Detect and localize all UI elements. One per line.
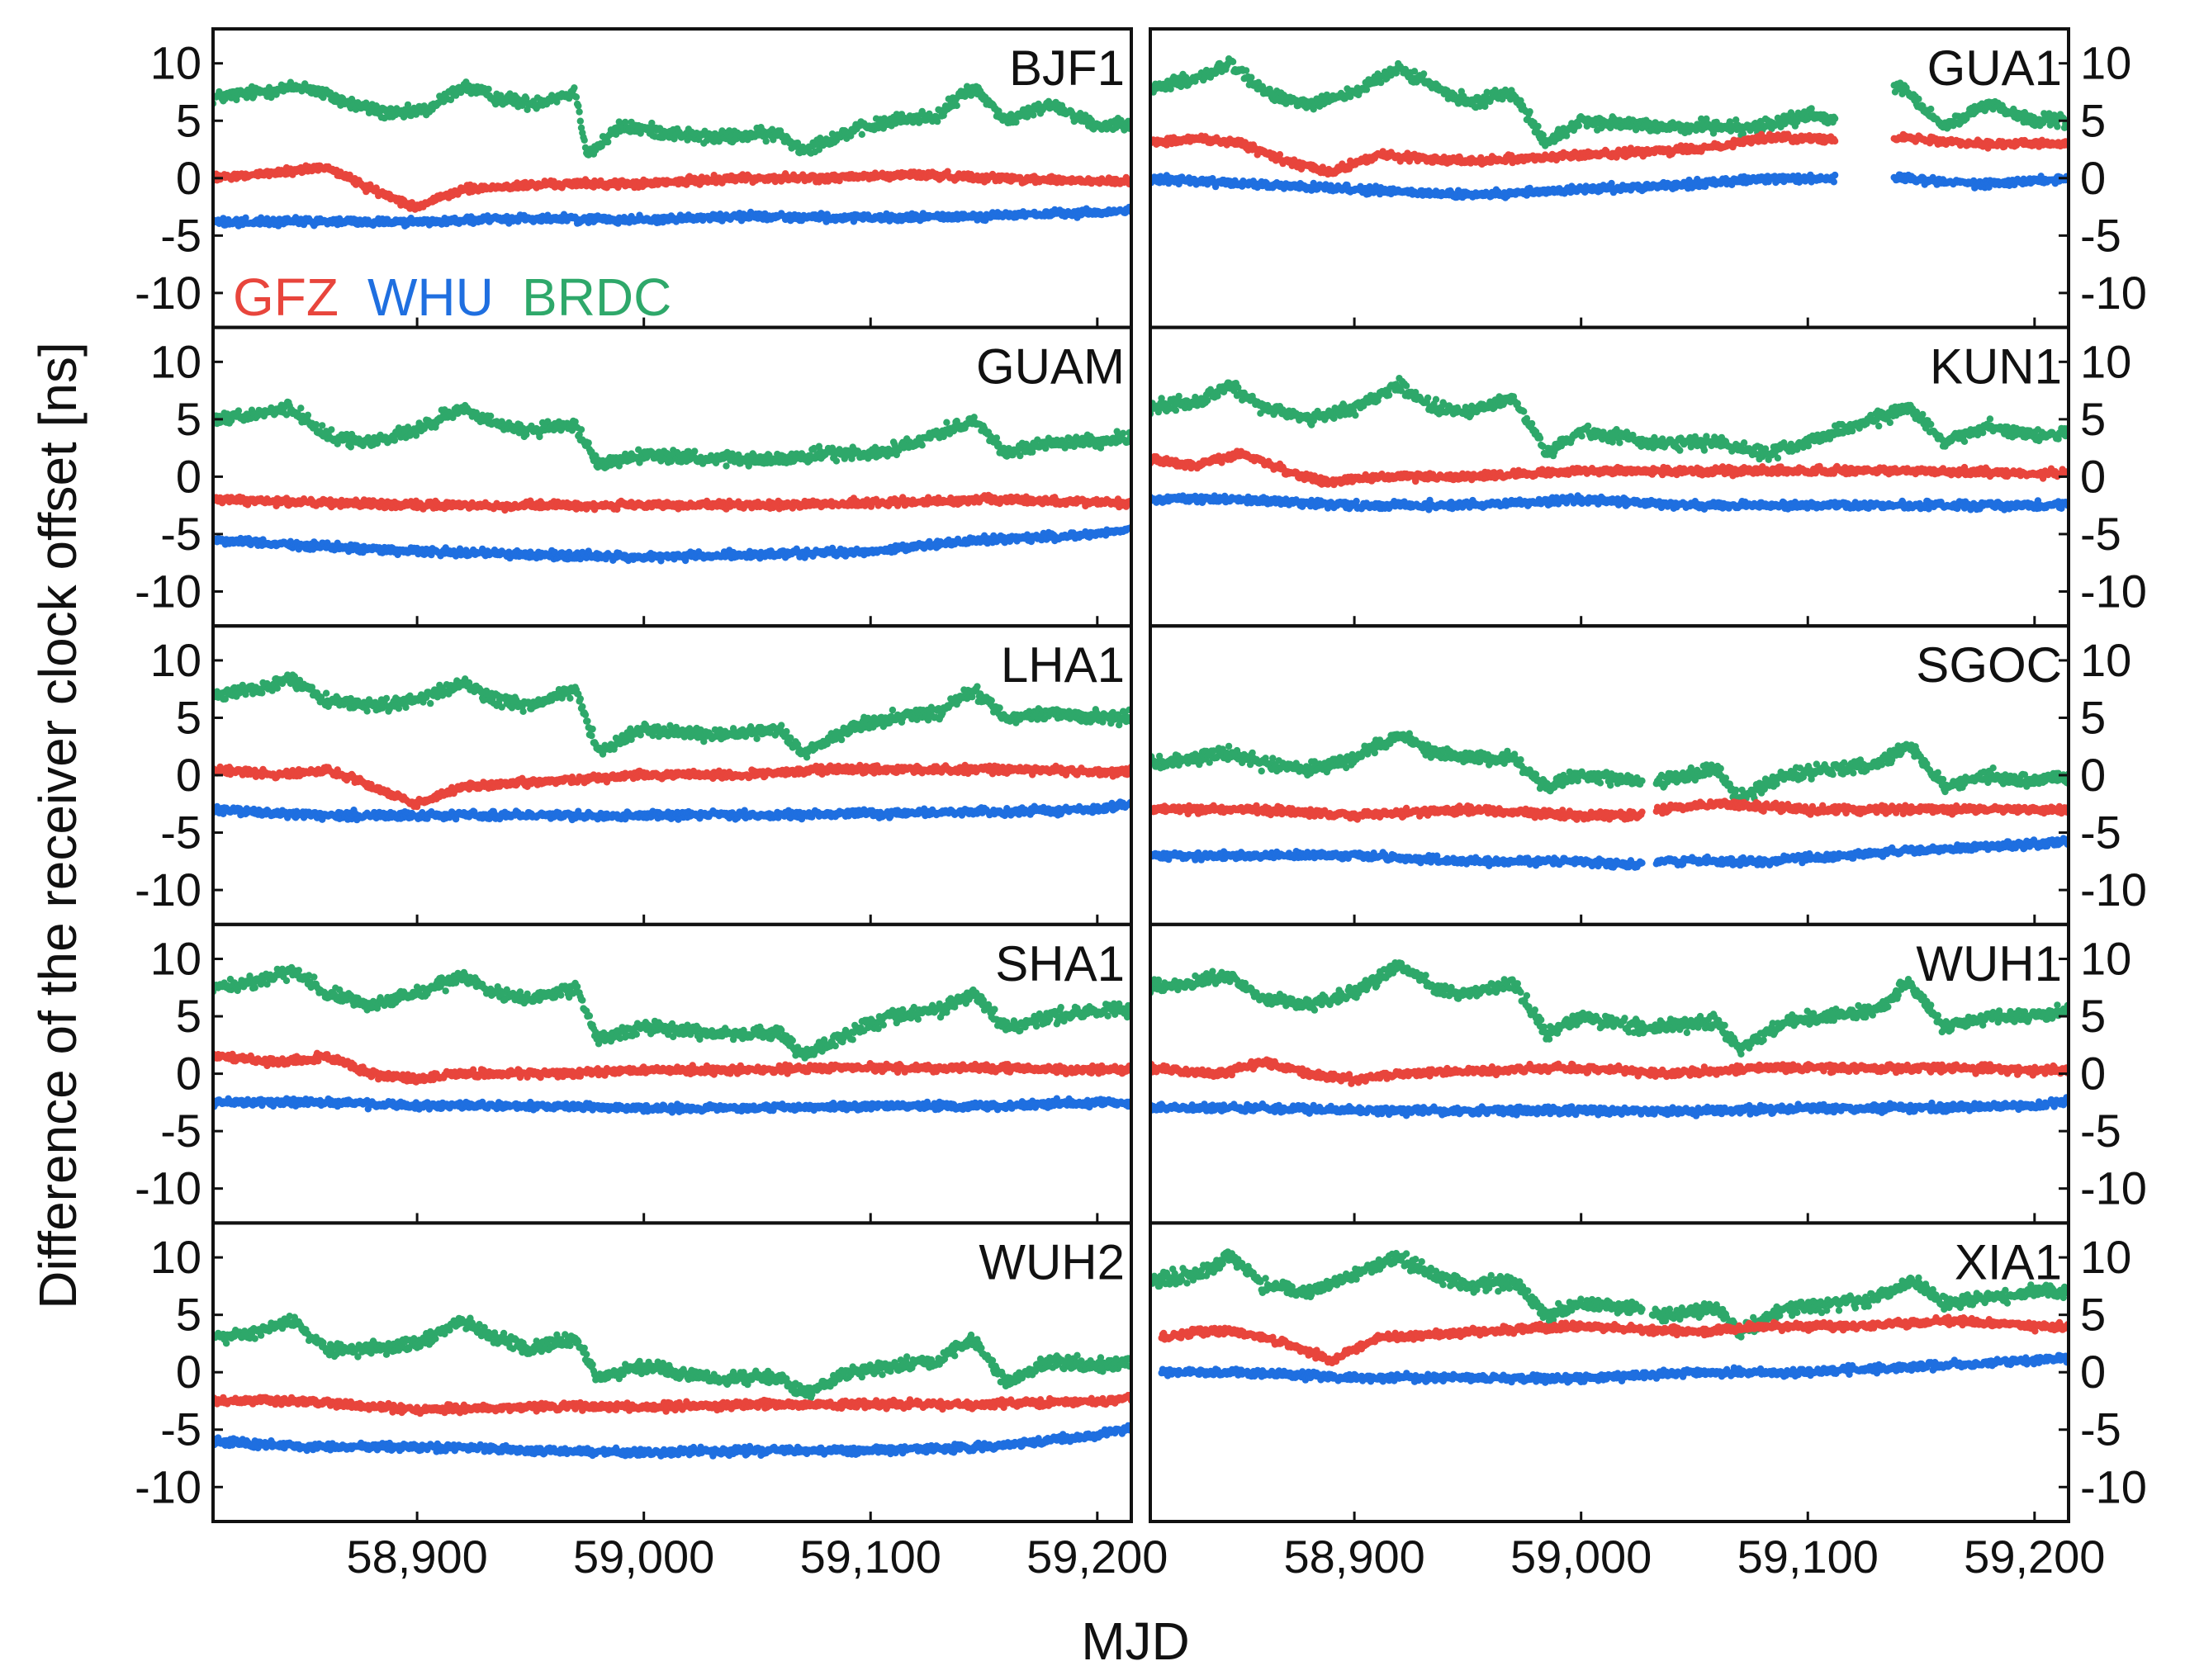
- data-point: [1808, 105, 1815, 112]
- data-point: [648, 119, 656, 127]
- series-brdc: [1150, 55, 2069, 149]
- data-point: [523, 95, 530, 102]
- data-point: [1363, 86, 1371, 93]
- data-point: [1526, 108, 1533, 116]
- data-point: [1915, 95, 1922, 103]
- panel-bjf1: 105 0-5 -10 BJF1: [135, 27, 1133, 329]
- station-label: BJF1: [1009, 40, 1125, 96]
- data-point: [1410, 68, 1419, 75]
- data-point: [1703, 115, 1710, 123]
- data-point: [2054, 123, 2061, 130]
- data-point: [1831, 115, 1839, 122]
- y-ticks: 105 0-5 -10: [135, 37, 223, 319]
- y-tick-label: 10: [150, 37, 201, 89]
- data-point: [1377, 78, 1385, 87]
- y-tick-label: -10: [135, 267, 201, 319]
- series-gfz: [213, 162, 1131, 213]
- data-point: [571, 84, 578, 92]
- data-point: [1607, 124, 1614, 132]
- y-tick-label: 5: [176, 94, 201, 146]
- series-whu: [1150, 171, 2069, 201]
- data-point: [1088, 116, 1096, 124]
- data-point: [1420, 70, 1428, 78]
- data-point: [1347, 93, 1354, 101]
- data-point: [576, 117, 584, 125]
- panel-points: [1150, 55, 2069, 201]
- data-point: [1709, 130, 1718, 137]
- data-point: [524, 106, 531, 113]
- series-brdc: [213, 78, 1131, 159]
- data-point: [794, 140, 802, 147]
- data-point: [572, 93, 581, 101]
- data-point: [1035, 100, 1042, 108]
- data-point: [553, 98, 561, 106]
- data-point: [1229, 58, 1237, 66]
- data-point: [1732, 116, 1740, 124]
- data-point: [815, 146, 823, 154]
- x-ticks: [415, 317, 1099, 328]
- data-point: [1030, 111, 1037, 119]
- series-whu: [213, 203, 1131, 230]
- y-tick-label: 0: [176, 152, 201, 204]
- data-point: [1481, 102, 1489, 111]
- data-point: [1739, 130, 1747, 138]
- data-point: [1276, 151, 1284, 159]
- data-point: [604, 138, 612, 146]
- data-point: [1562, 132, 1571, 140]
- data-point: [233, 96, 240, 104]
- data-point: [1248, 73, 1255, 81]
- data-point: [858, 130, 866, 138]
- data-point: [967, 92, 975, 99]
- data-point: [953, 102, 960, 110]
- data-point: [1012, 118, 1020, 126]
- data-point: [1575, 122, 1583, 130]
- data-point: [726, 127, 733, 135]
- data-point: [1534, 122, 1542, 130]
- data-point: [581, 136, 588, 144]
- y-tick-label: -5: [160, 209, 201, 261]
- data-point: [1483, 88, 1491, 96]
- data-point: [485, 85, 492, 93]
- data-point: [762, 137, 770, 145]
- data-point: [1927, 105, 1935, 113]
- data-point: [575, 102, 582, 110]
- data-point: [1831, 137, 1839, 145]
- panel-points: [213, 78, 1131, 230]
- data-point: [1242, 67, 1250, 74]
- series-gfz: [1150, 130, 2069, 178]
- data-point: [934, 117, 941, 125]
- data-point: [242, 214, 249, 221]
- data-point: [576, 108, 583, 116]
